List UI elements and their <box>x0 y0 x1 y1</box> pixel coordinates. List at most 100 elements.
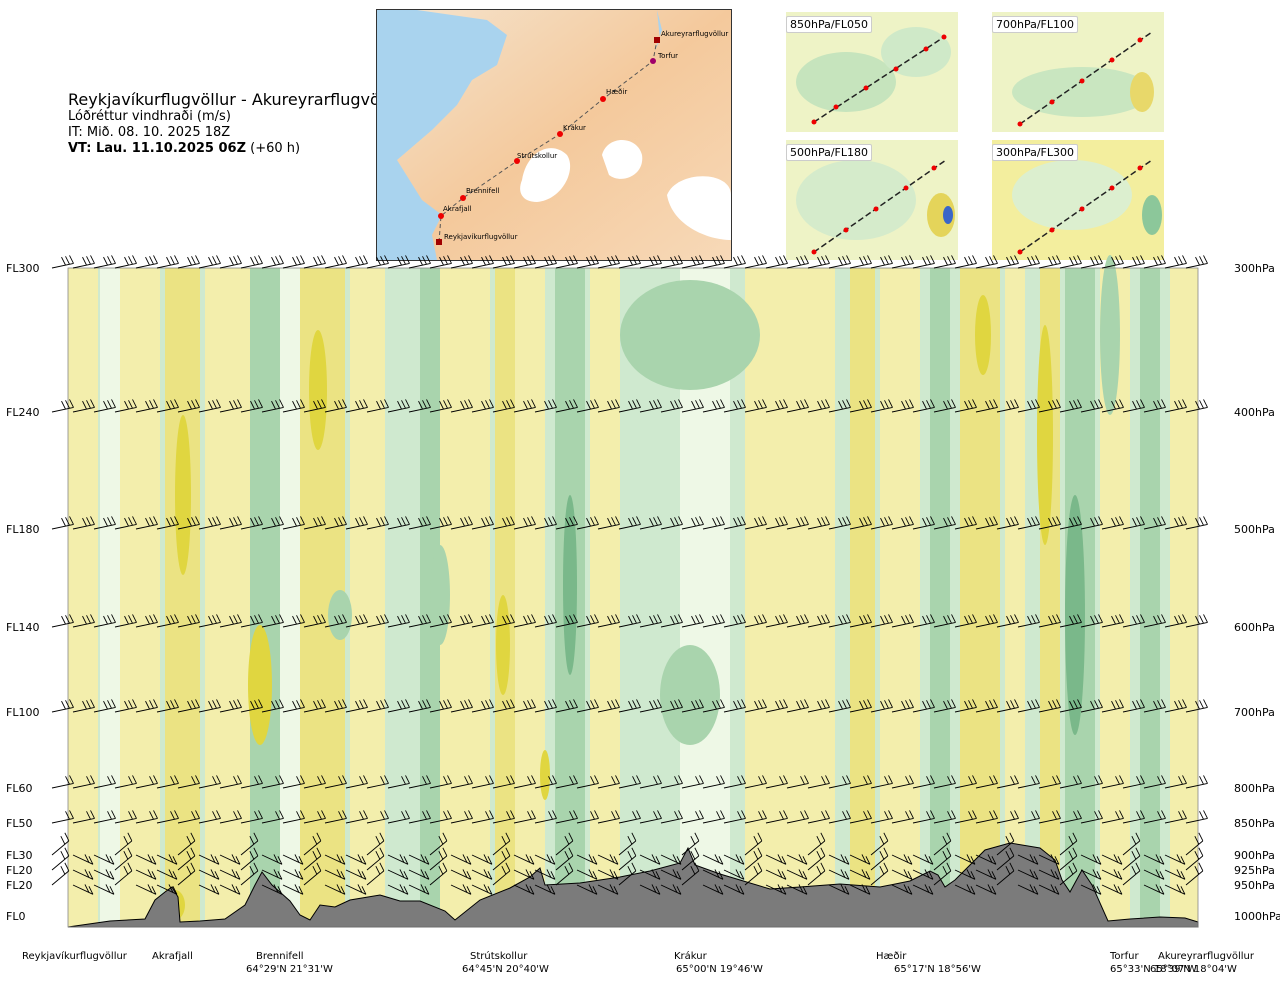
wind-barb <box>1017 869 1039 880</box>
wind-barb <box>450 614 473 628</box>
wind-barb <box>765 399 788 413</box>
wind-barb <box>618 810 641 824</box>
field-band-26 <box>1170 268 1198 927</box>
level-map-850-label: 850hPa/FL050 <box>786 16 873 33</box>
wind-barb <box>1185 516 1208 530</box>
wind-barb <box>156 699 179 713</box>
wind-barb <box>1122 255 1145 269</box>
wind-barb <box>702 869 724 880</box>
wind-barb <box>324 854 346 865</box>
wind-barb <box>114 255 137 269</box>
wind-barb <box>660 699 683 713</box>
wind-barb <box>1017 614 1040 628</box>
wind-barb <box>639 516 662 530</box>
wind-barb <box>765 810 788 824</box>
wind-barb <box>744 614 767 628</box>
wind-barb <box>954 810 977 824</box>
wind-barb <box>72 775 95 789</box>
pressure-labels: 300hPa 400hPa 500hPa 600hPa 700hPa 800hPa 850h… <box>1234 262 1280 923</box>
wind-barbs <box>51 255 1208 895</box>
wind-barb <box>1164 614 1187 628</box>
wind-barb <box>408 399 431 413</box>
wind-barb <box>198 854 220 865</box>
wind-barb <box>702 854 724 865</box>
wind-barb <box>597 699 620 713</box>
wind-barb <box>996 399 1019 413</box>
wind-barb <box>933 847 952 871</box>
wind-barb <box>51 614 74 628</box>
wind-barb <box>471 699 494 713</box>
field-cell-1 <box>309 330 327 450</box>
map-label-akureyri: Akureyrarflugvöllur <box>661 30 728 38</box>
wind-barb <box>471 884 493 895</box>
reykjavik-marker <box>436 239 442 245</box>
wind-barb <box>576 884 598 895</box>
wind-barb <box>1122 832 1141 856</box>
wind-barb <box>639 884 661 895</box>
wind-barb <box>534 255 557 269</box>
wind-barb <box>870 399 893 413</box>
wind-barb <box>261 614 284 628</box>
wind-barb <box>1038 775 1061 789</box>
title-block: Reykjavíkurflugvöllur - Akureyrarflugvöl… <box>68 90 405 157</box>
wind-barb <box>387 775 410 789</box>
wind-barb <box>534 775 557 789</box>
wind-barb <box>156 869 178 880</box>
wind-barb <box>1164 255 1187 269</box>
wind-barb <box>702 810 725 824</box>
wind-barb <box>534 516 557 530</box>
wind-barb <box>975 255 998 269</box>
wind-barb <box>1122 614 1145 628</box>
wind-barb <box>1017 884 1039 895</box>
wind-barb <box>1059 847 1078 871</box>
wind-barb <box>849 699 872 713</box>
wind-barb <box>471 869 493 880</box>
wind-barb <box>51 810 74 824</box>
wind-barb <box>933 862 952 886</box>
wind-barb <box>429 516 452 530</box>
valid-time-main: VT: Lau. 11.10.2025 06Z <box>68 141 247 156</box>
route-map-graphic: Akureyrarflugvöllur Torfur Hæðir Krákur … <box>397 10 731 260</box>
wind-barb <box>660 884 682 895</box>
wind-barb <box>450 699 473 713</box>
wind-barb <box>681 847 700 871</box>
field-band-6 <box>280 268 300 927</box>
wind-barb <box>576 614 599 628</box>
wind-barb <box>1164 516 1187 530</box>
wind-barb <box>660 614 683 628</box>
wind-barb <box>513 810 536 824</box>
wind-barb <box>450 516 473 530</box>
wind-barb <box>156 516 179 530</box>
wind-barb <box>828 869 850 880</box>
wind-barb <box>576 699 599 713</box>
fl-label: FL100 <box>6 706 39 719</box>
wind-barb <box>429 847 448 871</box>
wind-barb <box>282 810 305 824</box>
wind-barb <box>471 399 494 413</box>
wind-barb <box>408 884 430 895</box>
wind-barb <box>1059 775 1082 789</box>
wind-barb <box>723 516 746 530</box>
level-map-700-label: 700hPa/FL100 <box>992 16 1079 33</box>
wind-barb <box>1185 699 1208 713</box>
wind-barb <box>702 699 725 713</box>
wind-barb <box>786 854 808 865</box>
wind-barb <box>723 869 745 880</box>
wind-barb <box>51 847 70 871</box>
field-cell-6 <box>660 645 720 745</box>
field-cell-7 <box>975 295 991 375</box>
wind-barb <box>471 516 494 530</box>
field-band-12 <box>515 268 545 927</box>
wind-barb <box>177 832 196 856</box>
wind-barb <box>975 399 998 413</box>
glacier-1 <box>520 148 571 202</box>
wind-barb <box>1185 255 1208 269</box>
field-band-21 <box>1005 268 1025 927</box>
wind-barb <box>891 516 914 530</box>
wind-barb <box>807 810 830 824</box>
location-coord: 65°00'N 19°46'W <box>676 964 763 975</box>
wind-barb <box>954 255 977 269</box>
wind-barb <box>135 775 158 789</box>
wind-barb <box>387 614 410 628</box>
wind-barb <box>681 699 704 713</box>
